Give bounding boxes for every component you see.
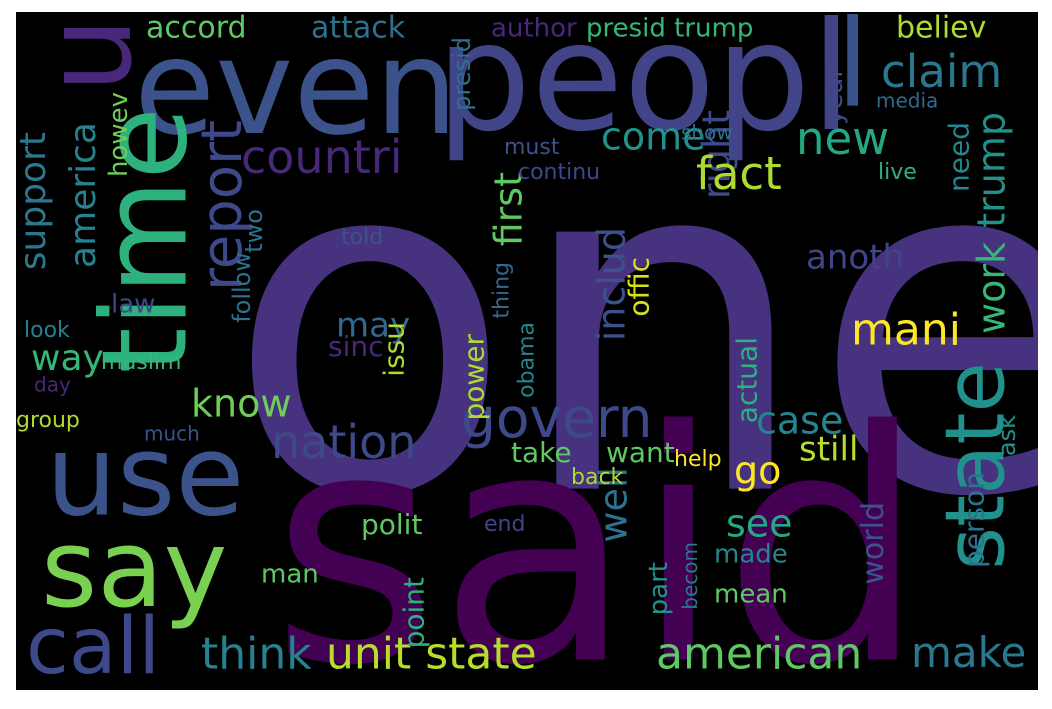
word-point: point (397, 577, 430, 648)
word-back: back (571, 465, 624, 490)
word-well: well (591, 467, 635, 543)
word-u: u (20, 17, 159, 93)
word-first: first (486, 172, 530, 246)
word-peopl: peopl (436, 12, 852, 165)
word-continu: continu (518, 160, 600, 185)
word-need: need (942, 122, 975, 192)
word-way: way (31, 338, 104, 379)
word-becom: becom (678, 542, 702, 610)
word-group: group (16, 408, 80, 433)
word-come: come (601, 115, 706, 159)
word-still: still (799, 430, 858, 470)
word-govern: govern (461, 386, 652, 450)
word-america: america (63, 122, 104, 268)
word-anoth: anoth (806, 238, 904, 278)
word-nation: nation (271, 415, 416, 469)
word-year: year (819, 67, 849, 125)
word-part: part (644, 562, 674, 615)
word-told: told (341, 225, 383, 250)
word-presid-trump: presid trump (586, 13, 753, 43)
word-actual: actual (730, 337, 763, 423)
word-issu: issu (377, 322, 410, 377)
word-cloud-frame: one said peopl even u time use say call state l rep… (16, 12, 1038, 690)
word-presid: presid (448, 37, 476, 111)
word-live: live (878, 160, 917, 185)
word-l: l (836, 12, 869, 135)
word-one: one (226, 53, 1038, 600)
word-claim: claim (881, 45, 1002, 98)
word-think: think (201, 628, 312, 679)
word-work: work (969, 242, 1013, 334)
word-know: know (191, 382, 291, 426)
word-unit-state: unit state (326, 628, 537, 679)
word-want: want (606, 436, 675, 469)
word-said: said (271, 364, 926, 690)
word-look: look (24, 318, 70, 343)
word-mean: mean (714, 579, 788, 609)
word-obama: obama (515, 322, 540, 398)
word-made: made (714, 539, 788, 569)
word-law: law (111, 289, 155, 319)
word-even: even (134, 12, 458, 165)
word-thing: thing (490, 262, 515, 319)
word-muslim: muslim (101, 350, 182, 375)
word-may: may (336, 306, 410, 346)
word-two: two (240, 209, 268, 253)
word-trump: trump (969, 112, 1013, 228)
word-support: support (16, 132, 54, 270)
word-report: report (190, 120, 255, 291)
word-say: say (41, 507, 227, 632)
word-ask: ask (993, 415, 1021, 456)
word-fact: fact (696, 147, 782, 200)
word-world: world (856, 502, 891, 585)
word-includ: includ (589, 227, 633, 341)
word-right: right (694, 110, 738, 199)
word-believ: believ (896, 12, 986, 45)
word-make: make (911, 628, 1026, 677)
word-media: media (876, 89, 938, 113)
word-howev: howev (104, 92, 134, 177)
word-polit: polit (361, 508, 422, 541)
word-must: must (504, 135, 560, 160)
word-day: day (34, 373, 71, 397)
word-sinc: sinc (328, 330, 384, 363)
word-author: author (491, 13, 577, 43)
word-end: end (484, 512, 525, 537)
word-state: state (929, 362, 1024, 570)
word-take: take (511, 436, 572, 469)
word-accord: accord (146, 12, 247, 45)
word-follow: follow (228, 252, 256, 323)
word-mani: mani (851, 304, 961, 355)
word-power: power (457, 334, 490, 421)
word-case: case (756, 399, 843, 443)
word-offic: offic (622, 257, 655, 317)
word-help: help (674, 447, 722, 472)
word-american: american (656, 628, 862, 679)
word-see: see (726, 502, 793, 546)
word-show: show (681, 121, 733, 145)
word-man: man (261, 559, 319, 589)
word-new: new (796, 112, 889, 165)
word-countri: countri (241, 130, 402, 184)
word-attack: attack (311, 12, 406, 45)
word-much: much (144, 422, 200, 446)
word-person: person (957, 472, 990, 568)
word-use: use (46, 411, 244, 541)
word-call: call (26, 602, 160, 690)
word-time: time (75, 107, 213, 374)
word-go: go (734, 449, 781, 493)
